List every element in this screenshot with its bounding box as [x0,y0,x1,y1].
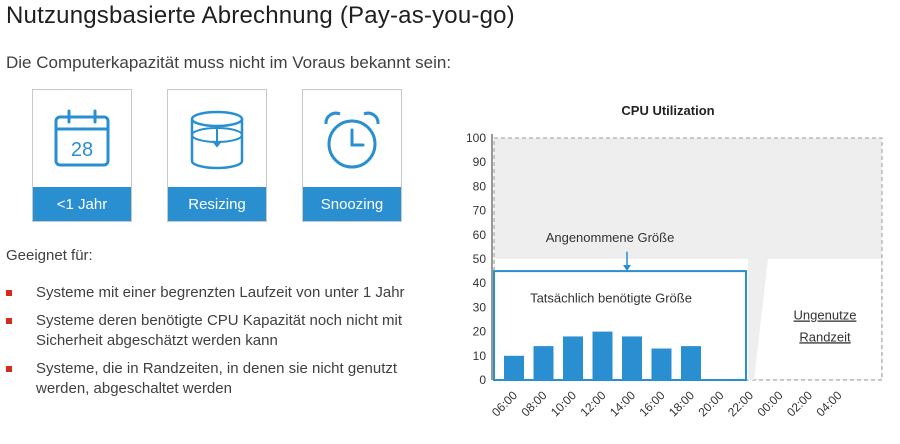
page-subtitle: Die Computerkapazität muss nicht im Vora… [6,53,452,72]
bullet-marker [6,366,12,372]
list-item-text: Systeme mit einer begrenzten Laufzeit vo… [36,284,405,301]
list-item: Systeme deren benötigte CPU Kapazität no… [6,311,426,351]
x-tick-label: 08:00 [518,388,549,419]
unused-time-label-2: Randzeit [799,329,851,344]
x-tick-label: 16:00 [636,388,667,419]
y-tick-label: 80 [473,179,487,193]
bullet-marker [6,318,12,324]
card-label: Resizing [168,187,266,221]
bar [681,346,701,380]
y-tick-label: 100 [466,131,486,145]
x-tick-label: 04:00 [813,388,844,419]
y-tick-label: 40 [473,276,487,290]
bar [504,355,524,380]
y-tick-label: 50 [473,252,487,266]
bar [533,346,554,380]
y-tick-label: 10 [473,349,487,363]
card-label: <1 Jahr [33,187,131,221]
y-tick-label: 20 [473,325,487,339]
x-tick-label: 22:00 [725,388,756,419]
assumed-size-label: Angenommene Größe [546,230,675,245]
unused-edge [748,259,768,380]
y-tick-label: 0 [479,373,486,387]
card-less-than-one-year: 28 <1 Jahr [32,89,132,222]
bar [563,336,583,380]
card-resizing: Resizing [167,89,267,222]
cpu-utilization-chart: CPU Utilization 0 10 20 30 40 50 60 70 80 90 100 06:… [466,103,883,419]
assumed-arrow-head [623,265,631,272]
x-tick-label: 10:00 [548,388,579,419]
bar [622,336,642,380]
y-tick-label: 70 [473,204,487,218]
bar [651,348,672,380]
page-title: Nutzungsbasierte Abrechnung (Pay-as-you-… [6,2,515,29]
bullet-marker [6,290,12,296]
x-tick-label: 02:00 [784,388,815,419]
suitable-heading: Geeignet für: [6,247,93,264]
actual-size-label: Tatsächlich benötigte Größe [530,291,692,306]
y-tick-label: 90 [473,155,487,169]
card-label: Snoozing [303,187,401,221]
y-tick-label: 30 [473,300,487,314]
card-snoozing: Snoozing [302,89,402,222]
x-tick-label: 14:00 [607,388,638,419]
x-tick-label: 20:00 [695,388,726,419]
unused-time-label-1: Ungenutze [794,308,857,323]
x-tick-label: 12:00 [577,388,608,419]
calendar-day: 28 [71,139,93,161]
chart-title: CPU Utilization [621,103,714,118]
actual-size-box [493,270,747,382]
list-item: Systeme mit einer begrenzten Laufzeit vo… [6,283,426,303]
y-tick-label: 60 [473,228,487,242]
suitable-list: Systeme mit einer begrenzten Laufzeit vo… [6,283,426,407]
list-item-text: Systeme, die in Randzeiten, in denen sie… [36,360,398,397]
x-tick-label: 06:00 [489,388,520,419]
x-tick-label: 00:00 [754,388,785,419]
calendar-icon: 28 [33,104,131,176]
resize-cylinder-icon [168,104,266,176]
x-tick-label: 18:00 [666,388,697,419]
list-item: Systeme, die in Randzeiten, in denen sie… [6,359,426,399]
list-item-text: Systeme deren benötigte CPU Kapazität no… [36,312,403,349]
bar [592,331,613,380]
alarm-clock-icon [303,104,401,176]
